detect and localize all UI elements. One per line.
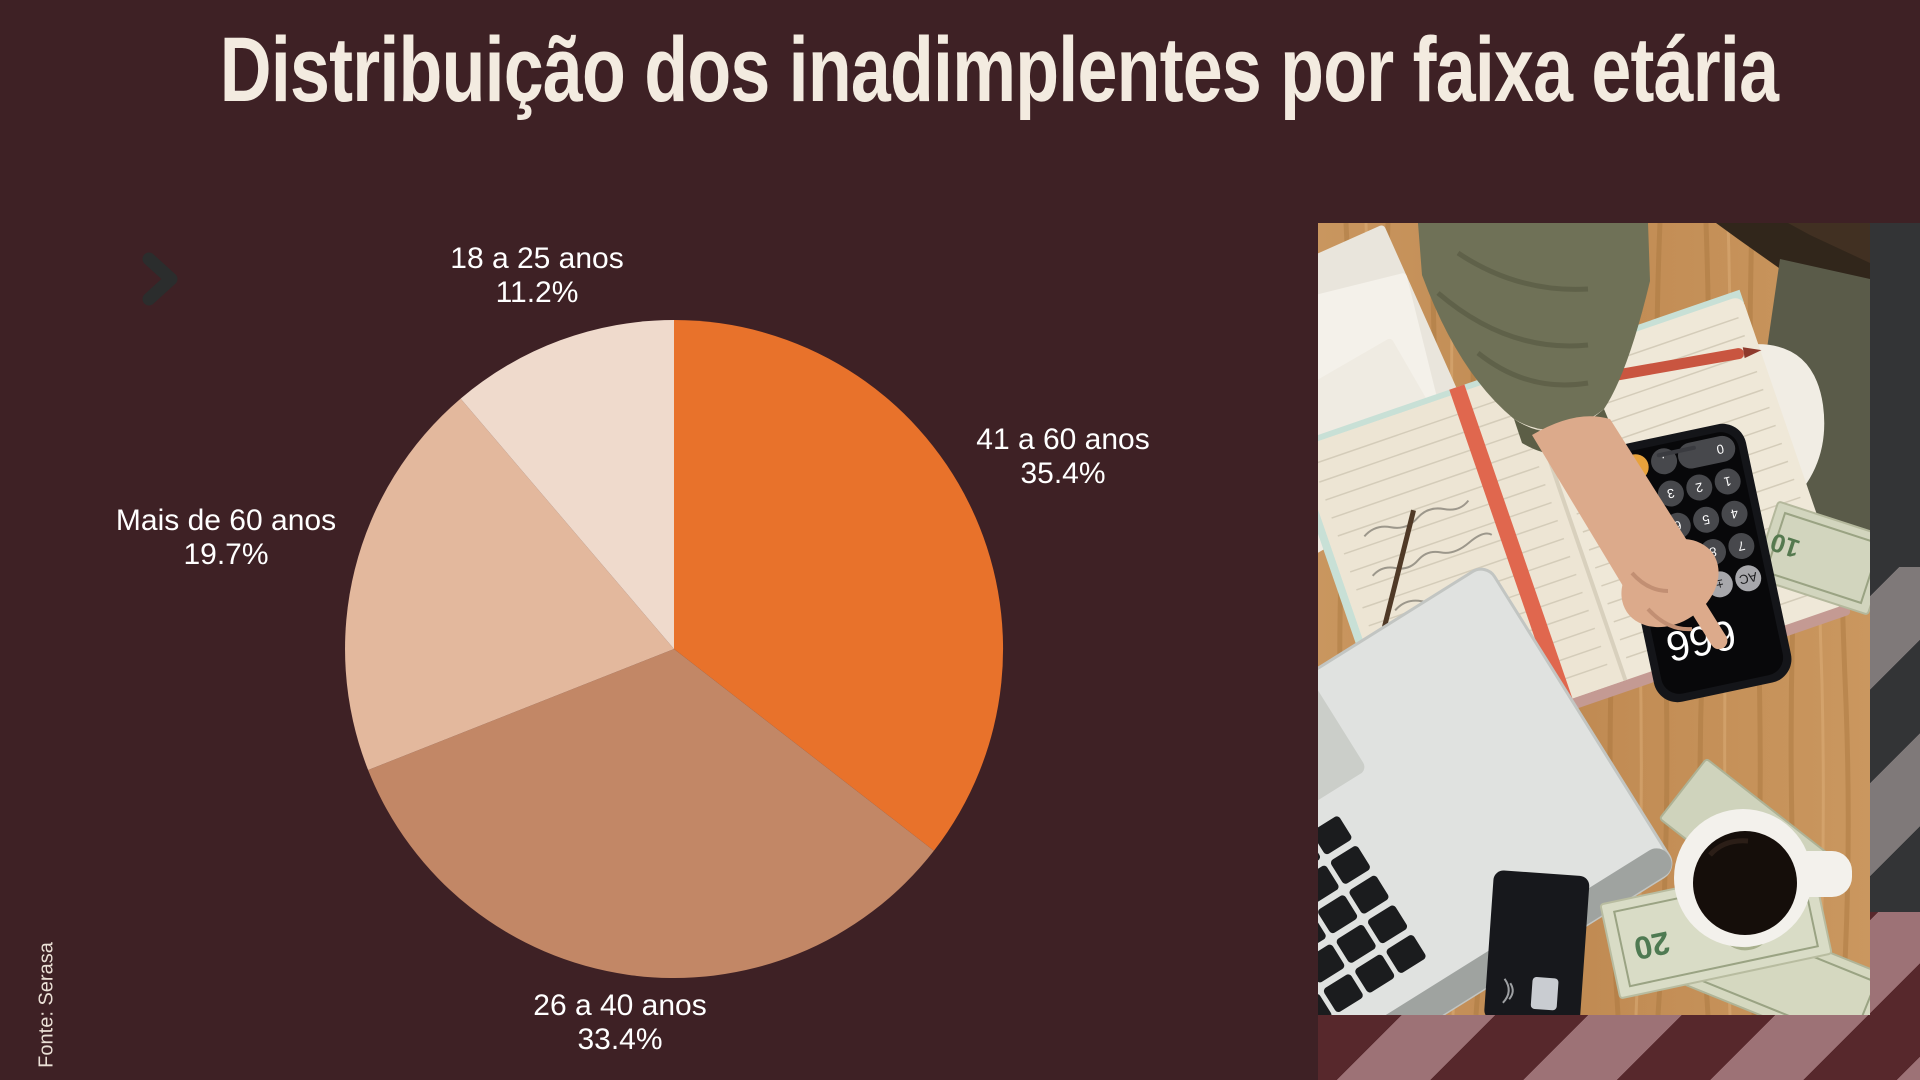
calc-button <box>1693 506 1720 533</box>
laptop-key <box>1330 846 1370 884</box>
calc-button-label: 1 <box>1723 473 1733 489</box>
calc-button-label: 5 <box>1701 512 1711 528</box>
pie-slice-mais-de-60-anos <box>345 398 674 770</box>
laptop-key <box>1323 974 1363 1013</box>
laptop-key <box>1318 895 1358 934</box>
laptop-key <box>1368 905 1408 944</box>
credit-card <box>1484 870 1590 1015</box>
laptop-key <box>1349 875 1389 914</box>
pie-label-mais-de-60-anos: Mais de 60 anos 19.7% <box>116 504 336 572</box>
laptop-key <box>1318 993 1332 1015</box>
coffee-mug <box>1674 809 1852 947</box>
desk-photo: 10 <box>1318 223 1870 1015</box>
banknote-20-value: 20 <box>1631 924 1673 967</box>
pie-label-41-60-anos: 41 a 60 anos 35.4% <box>976 423 1149 491</box>
calc-button <box>1721 500 1748 527</box>
calc-button-label: 6 <box>1673 518 1683 534</box>
contactless-icon <box>1502 978 1514 1004</box>
calc-button-label: 4 <box>1729 506 1739 522</box>
calc-button <box>1686 474 1713 501</box>
pie-slice-26-a-40-anos <box>368 649 934 979</box>
sleeve-folds <box>1436 250 1589 388</box>
stripes-right-decoration <box>1870 223 1920 912</box>
calc-button-label: 8 <box>1708 544 1718 560</box>
pie-slice-41-a-60-anos <box>674 320 1004 851</box>
page-title-text: Distribuição dos inadimplentes por faixa… <box>219 19 1779 121</box>
calc-button-label: 0 <box>1715 441 1725 457</box>
sweater-sleeve <box>1418 223 1650 430</box>
index-finger <box>1686 594 1728 650</box>
hand <box>1532 416 1728 650</box>
laptop-key <box>1386 935 1426 973</box>
laptop-key <box>1336 925 1376 963</box>
calc-button-label: 3 <box>1666 485 1676 501</box>
chevron-right-icon <box>142 252 178 306</box>
page-title: Distribuição dos inadimplentes por faixa… <box>0 18 1920 124</box>
calc-button <box>1677 435 1736 469</box>
calc-button-label: 7 <box>1736 538 1746 554</box>
pie-label-26-40-anos: 26 a 40 anos 33.4% <box>533 989 706 1057</box>
calc-button-label: 2 <box>1694 479 1704 495</box>
pie-label-text: Mais de 60 anos <box>115 504 337 537</box>
laptop-key <box>1318 944 1345 983</box>
notebook-elastic <box>1449 384 1577 715</box>
laptop-key <box>1355 954 1395 993</box>
phone-home-bar <box>1656 445 1696 458</box>
calc-button-label: ± <box>1715 576 1725 592</box>
calc-button <box>1735 565 1762 592</box>
pie-label-value: 19.7% <box>183 538 269 571</box>
calc-button <box>1714 468 1741 495</box>
pie-label-value: 11.2% <box>495 276 579 309</box>
calc-button-label: . <box>1661 454 1668 469</box>
card-chip <box>1530 977 1559 1011</box>
pie-label-text: 26 a 40 anos <box>533 989 707 1022</box>
coffee <box>1693 831 1797 935</box>
source-note: Fonte: Serasa <box>35 942 58 1068</box>
laptop-key <box>1318 865 1339 904</box>
pie-label-text: 18 a 25 anos <box>450 242 624 275</box>
pie-chart <box>345 320 1004 979</box>
laptop-key <box>1318 816 1352 855</box>
desk-photo-illustration: 10 <box>1318 223 1870 1015</box>
laptop-trackpad <box>1318 684 1365 852</box>
calc-button <box>1657 480 1684 507</box>
laptop-keyboard <box>1318 816 1426 1015</box>
pie-label-18-25-anos: 18 a 25 anos 11.2% <box>450 242 623 310</box>
floor-plank <box>1788 223 1870 263</box>
calc-button-label: AC <box>1738 569 1759 587</box>
pie-label-value: 33.4% <box>577 1023 663 1056</box>
pie-label-value: 35.4% <box>1020 457 1106 490</box>
pie-label-text: 41 a 60 anos <box>976 423 1150 456</box>
pie-slice-18-a-25-anos <box>460 320 674 649</box>
calc-button <box>1728 533 1755 560</box>
